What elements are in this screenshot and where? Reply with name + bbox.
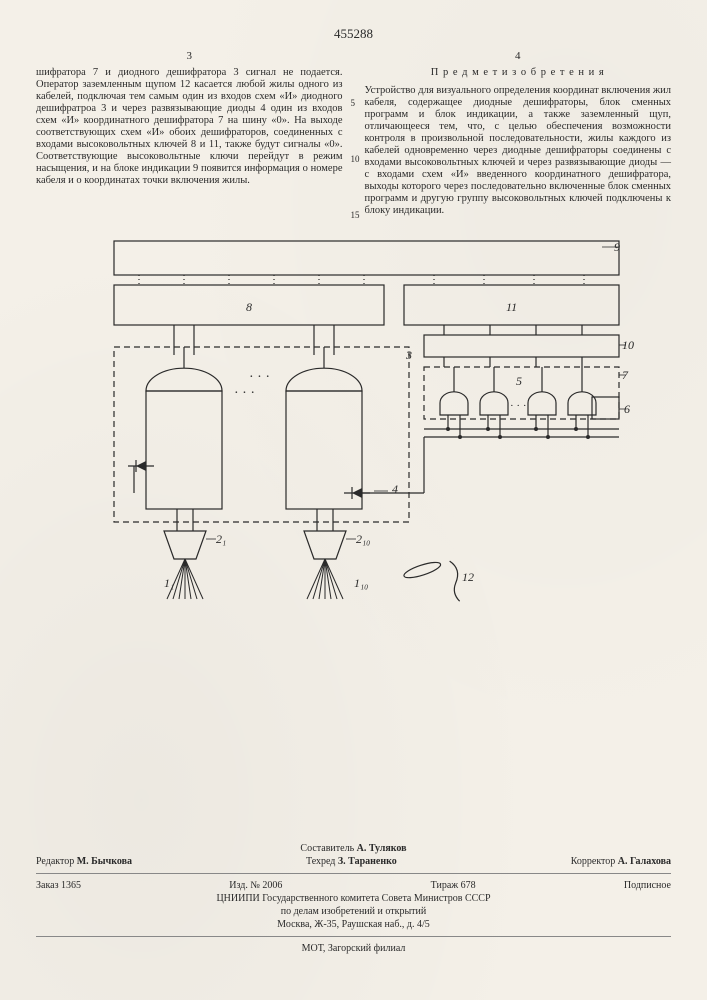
corrector-label: Корректор xyxy=(571,856,616,867)
right-column: 4 П р е д м е т и з о б р е т е н и я Ус… xyxy=(365,50,672,217)
techred-label: Техред xyxy=(306,856,335,867)
techred-name: З. Тараненко xyxy=(338,856,397,867)
figure-label-8: 8 xyxy=(246,300,252,314)
tirage-num: 678 xyxy=(461,880,476,891)
editor-label: Редактор xyxy=(36,856,74,867)
figure-label-1_1: 1₁ xyxy=(164,576,174,590)
org-line-1: ЦНИИПИ Государственного комитета Совета … xyxy=(36,893,671,904)
svg-text:· · ·: · · · xyxy=(249,370,270,385)
and-gate-small-1 xyxy=(480,392,508,415)
figure-label-2_1: 2₁ xyxy=(216,532,226,546)
figure-label-2_10: 2₁₀ xyxy=(356,532,370,546)
block-b9 xyxy=(114,241,619,275)
claim-heading: П р е д м е т и з о б р е т е н и я xyxy=(365,67,672,79)
line-num-15: 15 xyxy=(351,210,360,220)
page-num-right: 4 xyxy=(365,50,672,63)
footer: Составитель А. Туляков Редактор М. Бычко… xyxy=(36,841,671,956)
cable-strand xyxy=(313,559,325,599)
cable-strand xyxy=(325,559,337,599)
compiler-label: Составитель xyxy=(300,843,354,854)
left-body: шифратора 7 и диодного дешифратора 3 сиг… xyxy=(36,67,343,188)
connector-0 xyxy=(164,531,206,559)
figure-label-11: 11 xyxy=(506,300,517,314)
patent-number: 455288 xyxy=(36,26,671,42)
figure-label-12: 12 xyxy=(462,570,474,584)
subscription: Подписное xyxy=(624,880,671,891)
printer: МОТ, Загорский филиал xyxy=(36,943,671,954)
editor-name: М. Бычкова xyxy=(77,856,132,867)
page-num-left: 3 xyxy=(36,50,343,63)
block-b10 xyxy=(424,335,619,357)
figure-label-1_10: 1₁₀ xyxy=(354,576,368,590)
order-num: 1365 xyxy=(61,880,81,891)
figure-label-5: 5 xyxy=(516,374,522,388)
and-gate-large-1 xyxy=(286,369,362,392)
izd-num: 2006 xyxy=(262,880,282,891)
left-column: 3 шифратора 7 и диодного дешифратора 3 с… xyxy=(36,50,343,217)
cable-strand xyxy=(185,559,197,599)
tirage-label: Тираж xyxy=(431,880,459,891)
text-columns: 3 шифратора 7 и диодного дешифратора 3 с… xyxy=(36,50,671,217)
and-gate-small-0 xyxy=(440,392,468,415)
and-gate-small-2 xyxy=(528,392,556,415)
line-num-5: 5 xyxy=(351,98,356,108)
svg-text:· · ·: · · · xyxy=(510,400,527,412)
corrector-name: А. Галахова xyxy=(618,856,671,867)
right-body: Устройство для визуального определения к… xyxy=(365,85,672,218)
svg-text:· · ·: · · · xyxy=(234,386,255,401)
figure-label-4: 4 xyxy=(392,482,398,496)
org-line-2: по делам изобретений и открытий xyxy=(36,906,671,917)
connector-1 xyxy=(304,531,346,559)
order-label: Заказ xyxy=(36,880,59,891)
and-gate-large-0 xyxy=(146,369,222,392)
probe xyxy=(402,560,442,581)
footer-rule-2 xyxy=(36,936,671,937)
figure-label-3: 3 xyxy=(405,348,412,362)
line-num-10: 10 xyxy=(351,154,360,164)
compiler-name: А. Туляков xyxy=(357,843,407,854)
org-address: Москва, Ж-35, Раушская наб., д. 4/5 xyxy=(36,919,671,930)
izd-label: Изд. № xyxy=(229,880,260,891)
cable-strand xyxy=(173,559,185,599)
circuit-diagram: · · ·· · ·· · ·34567891011122₁2₁₀1₁1₁₀ xyxy=(74,231,634,661)
footer-rule-1 xyxy=(36,873,671,874)
